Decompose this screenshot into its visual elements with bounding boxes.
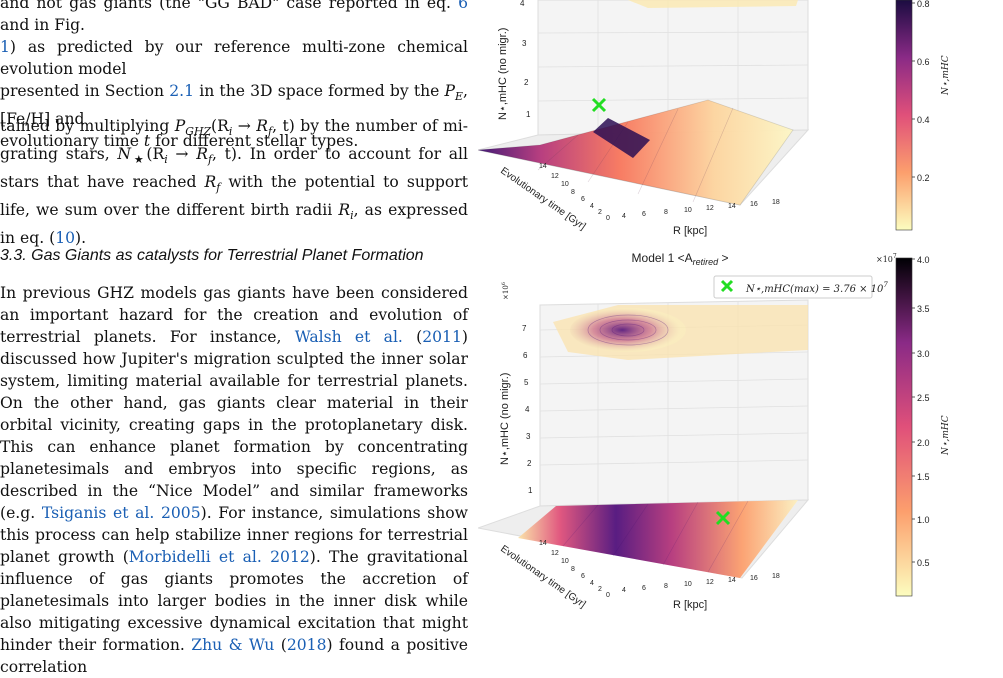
time-tick: 0 (606, 215, 610, 222)
r-tick: 16 (750, 575, 758, 582)
z-tick: 2 (524, 78, 529, 87)
z-tick: 6 (523, 351, 528, 360)
panel-bottom-surface (518, 500, 798, 578)
r-tick: 18 (772, 199, 780, 206)
time-tick: 6 (581, 573, 585, 580)
r-tick: 12 (706, 205, 714, 212)
colorbar-tick: 2.0 (917, 438, 930, 448)
z-tick: 5 (524, 378, 529, 387)
r-tick: 8 (664, 583, 668, 590)
time-tick: 2 (598, 209, 602, 216)
colorbar-label: N⋆,mHC (941, 55, 951, 96)
z-scale: ×106 (501, 282, 510, 300)
figure-3d-plots: 4 3 2 1 N⋆,mHC (no migr.) Evolutionary t… (478, 0, 1003, 616)
time-tick: 4 (590, 580, 594, 587)
z-tick: 7 (522, 324, 527, 333)
panel-top-projection (628, 0, 798, 8)
text-column: and not gas giants (the "GG BAD" case re… (0, 0, 478, 676)
ref-eq-6[interactable]: 6 (458, 0, 468, 12)
paragraph-gas-giants: In previous GHZ models gas giants have b… (0, 284, 469, 676)
panel-title: Model 1 <Aretired > (632, 251, 729, 267)
time-tick: 10 (561, 181, 569, 188)
r-tick: 14 (728, 203, 736, 210)
r-axis-label: R [kpc] (673, 599, 707, 611)
r-tick: 4 (622, 587, 626, 594)
colorbar-scale: ×107 (876, 253, 897, 264)
cite-walsh-year[interactable]: 2011 (422, 328, 462, 346)
time-tick: 8 (571, 566, 575, 573)
panel-bottom: Model 1 <Aretired > N⋆,mHC(max) = 3.76 ×… (478, 251, 951, 611)
cite-morbidelli[interactable]: Morbidelli et al. (128, 548, 262, 566)
panel-bottom-hotspot (570, 308, 686, 352)
ref-fig-1[interactable]: 1 (0, 38, 10, 56)
z-tick: 4 (525, 405, 530, 414)
legend-marker (720, 279, 734, 293)
figure-caption-fragment: and not gas giants (the "GG BAD" case re… (0, 0, 468, 152)
z-tick: 2 (527, 459, 532, 468)
figure-svg: 4 3 2 1 N⋆,mHC (no migr.) Evolutionary t… (478, 0, 951, 611)
time-tick: 0 (606, 592, 610, 599)
time-axis-label: Evolutionary time [Gyr] (498, 165, 587, 232)
colorbar-tick: 1.0 (917, 515, 930, 525)
r-tick: 16 (750, 201, 758, 208)
time-tick: 14 (539, 163, 547, 170)
z-tick: 3 (522, 39, 527, 48)
r-tick: 4 (622, 213, 626, 220)
r-tick: 12 (706, 579, 714, 586)
panel-top-grid (537, 0, 809, 134)
colorbar-label: N⋆,mHC (941, 415, 951, 456)
panel-top: 4 3 2 1 N⋆,mHC (no migr.) Evolutionary t… (478, 0, 951, 237)
time-tick: 2 (598, 586, 602, 593)
panel-bottom-max-marker (715, 510, 731, 526)
colorbar-tick: 3.0 (917, 349, 930, 359)
time-tick: 12 (551, 550, 559, 557)
z-tick: 1 (528, 486, 533, 495)
r-tick: 14 (728, 577, 736, 584)
legend-box: N⋆,mHC(max) = 3.76 × 107 (713, 275, 888, 299)
z-tick: 3 (526, 432, 531, 441)
colorbar-tick: 4.0 (917, 255, 930, 265)
cite-tsiganis-year[interactable]: 2005 (160, 504, 201, 522)
cite-zhu-wu-year[interactable]: 2018 (286, 636, 327, 654)
r-tick: 10 (684, 207, 692, 214)
z-axis-label: N⋆,mHC (no migr.) (499, 373, 511, 465)
r-tick: 8 (664, 209, 668, 216)
colorbar-tick: 0.8 (917, 0, 930, 9)
cite-tsiganis[interactable]: Tsiganis et al. (41, 504, 155, 522)
colorbar-tick: 0.6 (917, 57, 930, 67)
section-heading: 3.3. Gas Giants as catalysts for Terrest… (0, 247, 424, 264)
colorbar-tick: 0.4 (917, 115, 930, 125)
colorbar-tick: 0.2 (917, 173, 930, 183)
cite-morbidelli-year[interactable]: 2012 (270, 548, 310, 566)
time-tick: 8 (571, 189, 575, 196)
time-tick: 6 (581, 196, 585, 203)
r-tick: 18 (772, 573, 780, 580)
colorbar-tick: 3.5 (917, 304, 930, 314)
r-tick: 6 (642, 211, 646, 218)
r-axis-label: R [kpc] (673, 225, 707, 237)
colorbar-tick: 2.5 (917, 393, 930, 403)
z-tick: 4 (520, 0, 525, 8)
time-tick: 12 (551, 173, 559, 180)
z-axis-label: N⋆,mHC (no migr.) (497, 28, 509, 120)
panel-top-max-marker (591, 97, 607, 113)
colorbar-tick: 1.5 (917, 472, 930, 482)
panel-top-peak (593, 118, 650, 158)
ref-eq-10[interactable]: 10 (55, 229, 76, 248)
ref-section-2-1[interactable]: 2.1 (169, 82, 195, 100)
cite-zhu-wu[interactable]: Zhu & Wu (191, 636, 275, 654)
colorbar-tick: 0.5 (917, 558, 930, 568)
paragraph-ghz-sum: tained by multiplying PGHZ(Ri → Rf, t) b… (0, 117, 469, 248)
time-tick: 14 (539, 540, 547, 547)
z-tick: 1 (526, 110, 531, 119)
r-tick: 10 (684, 581, 692, 588)
time-tick: 4 (590, 203, 594, 210)
cite-walsh[interactable]: Walsh et al. (294, 328, 403, 346)
r-tick: 6 (642, 585, 646, 592)
legend-text: N⋆,mHC(max) = 3.76 × 107 (745, 281, 888, 295)
colorbar-bottom (895, 257, 913, 597)
colorbar-top (895, 0, 913, 231)
time-axis-label: Evolutionary time [Gyr] (498, 543, 587, 610)
time-tick: 10 (561, 558, 569, 565)
